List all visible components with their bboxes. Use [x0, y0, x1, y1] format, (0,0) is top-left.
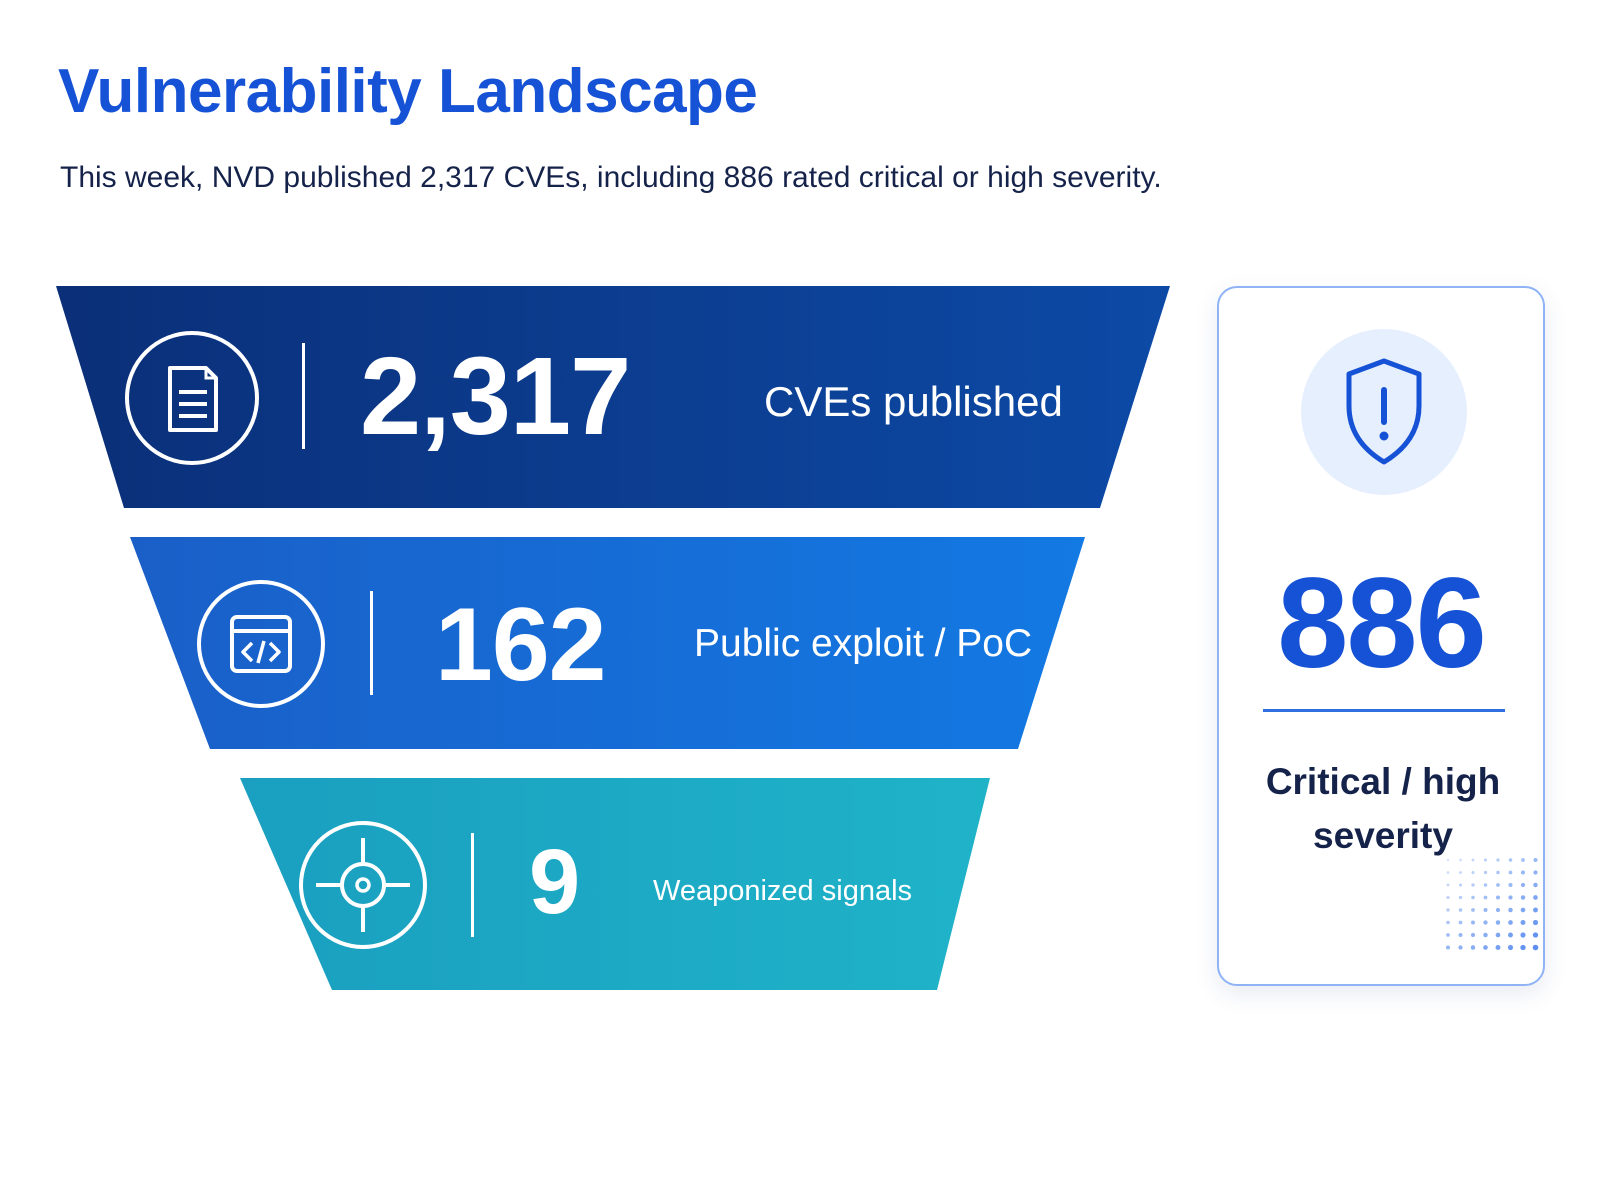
funnel-band-cves: 2,317 CVEs published — [56, 286, 1170, 508]
public-exploit-label: Public exploit / PoC — [694, 622, 1033, 665]
funnel-band-shape — [56, 286, 1170, 508]
cves-published-label: CVEs published — [764, 378, 1063, 425]
code-window-icon — [196, 579, 326, 714]
severity-card: 886 Critical / high severity — [1217, 286, 1545, 986]
page-subtitle: This week, NVD published 2,317 CVEs, inc… — [60, 161, 1162, 194]
band-divider — [471, 833, 474, 937]
critical-high-label: Critical / high severity — [1265, 761, 1501, 856]
cves-published-value: 2,317 — [360, 335, 631, 458]
shield-alert-icon — [1301, 329, 1467, 495]
document-icon — [124, 330, 260, 471]
funnel-band-exploits: 162 Public exploit / PoC — [130, 537, 1085, 749]
card-divider — [1263, 709, 1505, 712]
funnel-band-shape — [240, 778, 990, 990]
crosshair-icon — [298, 820, 428, 955]
public-exploit-value: 162 — [435, 587, 607, 703]
band-divider — [302, 343, 305, 449]
funnel-band-shape — [130, 537, 1085, 749]
weaponized-value: 9 — [529, 831, 580, 933]
page-title: Vulnerability Landscape — [58, 57, 758, 126]
dot-pattern-decoration — [1446, 858, 1539, 951]
band-divider — [370, 591, 373, 695]
critical-high-value: 886 — [1277, 552, 1487, 695]
weaponized-label: Weaponized signals — [653, 875, 913, 907]
funnel-band-weaponized: 9 Weaponized signals — [240, 778, 990, 990]
